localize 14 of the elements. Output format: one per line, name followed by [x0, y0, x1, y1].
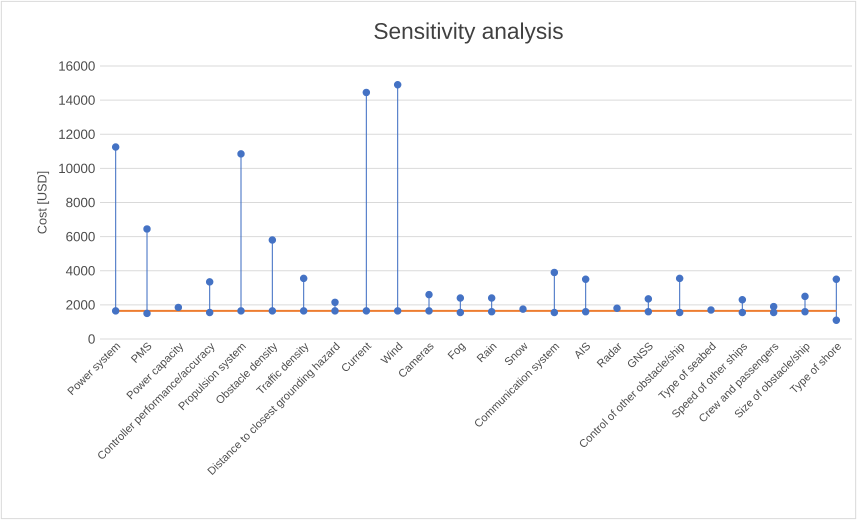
x-tick-label: Rain	[476, 344, 497, 362]
x-tick-label: Fog	[447, 343, 466, 360]
y-tick-label: 0	[88, 334, 95, 344]
y-tick-label: 14000	[59, 95, 95, 105]
y-tick-label: 8000	[66, 198, 95, 208]
y-tick-label: 12000	[59, 130, 95, 139]
y-tick-label: 2000	[66, 300, 95, 310]
y-tick-label: 4000	[66, 266, 95, 276]
chart-title: Sensitivity analysis	[374, 22, 563, 44]
y-tick-label: 6000	[66, 232, 95, 242]
y-tick-label: 16000	[59, 61, 95, 71]
x-tick-label: AIS	[575, 342, 590, 360]
y-tick-label: 10000	[59, 164, 95, 174]
y-axis-title: Cost [USD]	[37, 172, 50, 234]
